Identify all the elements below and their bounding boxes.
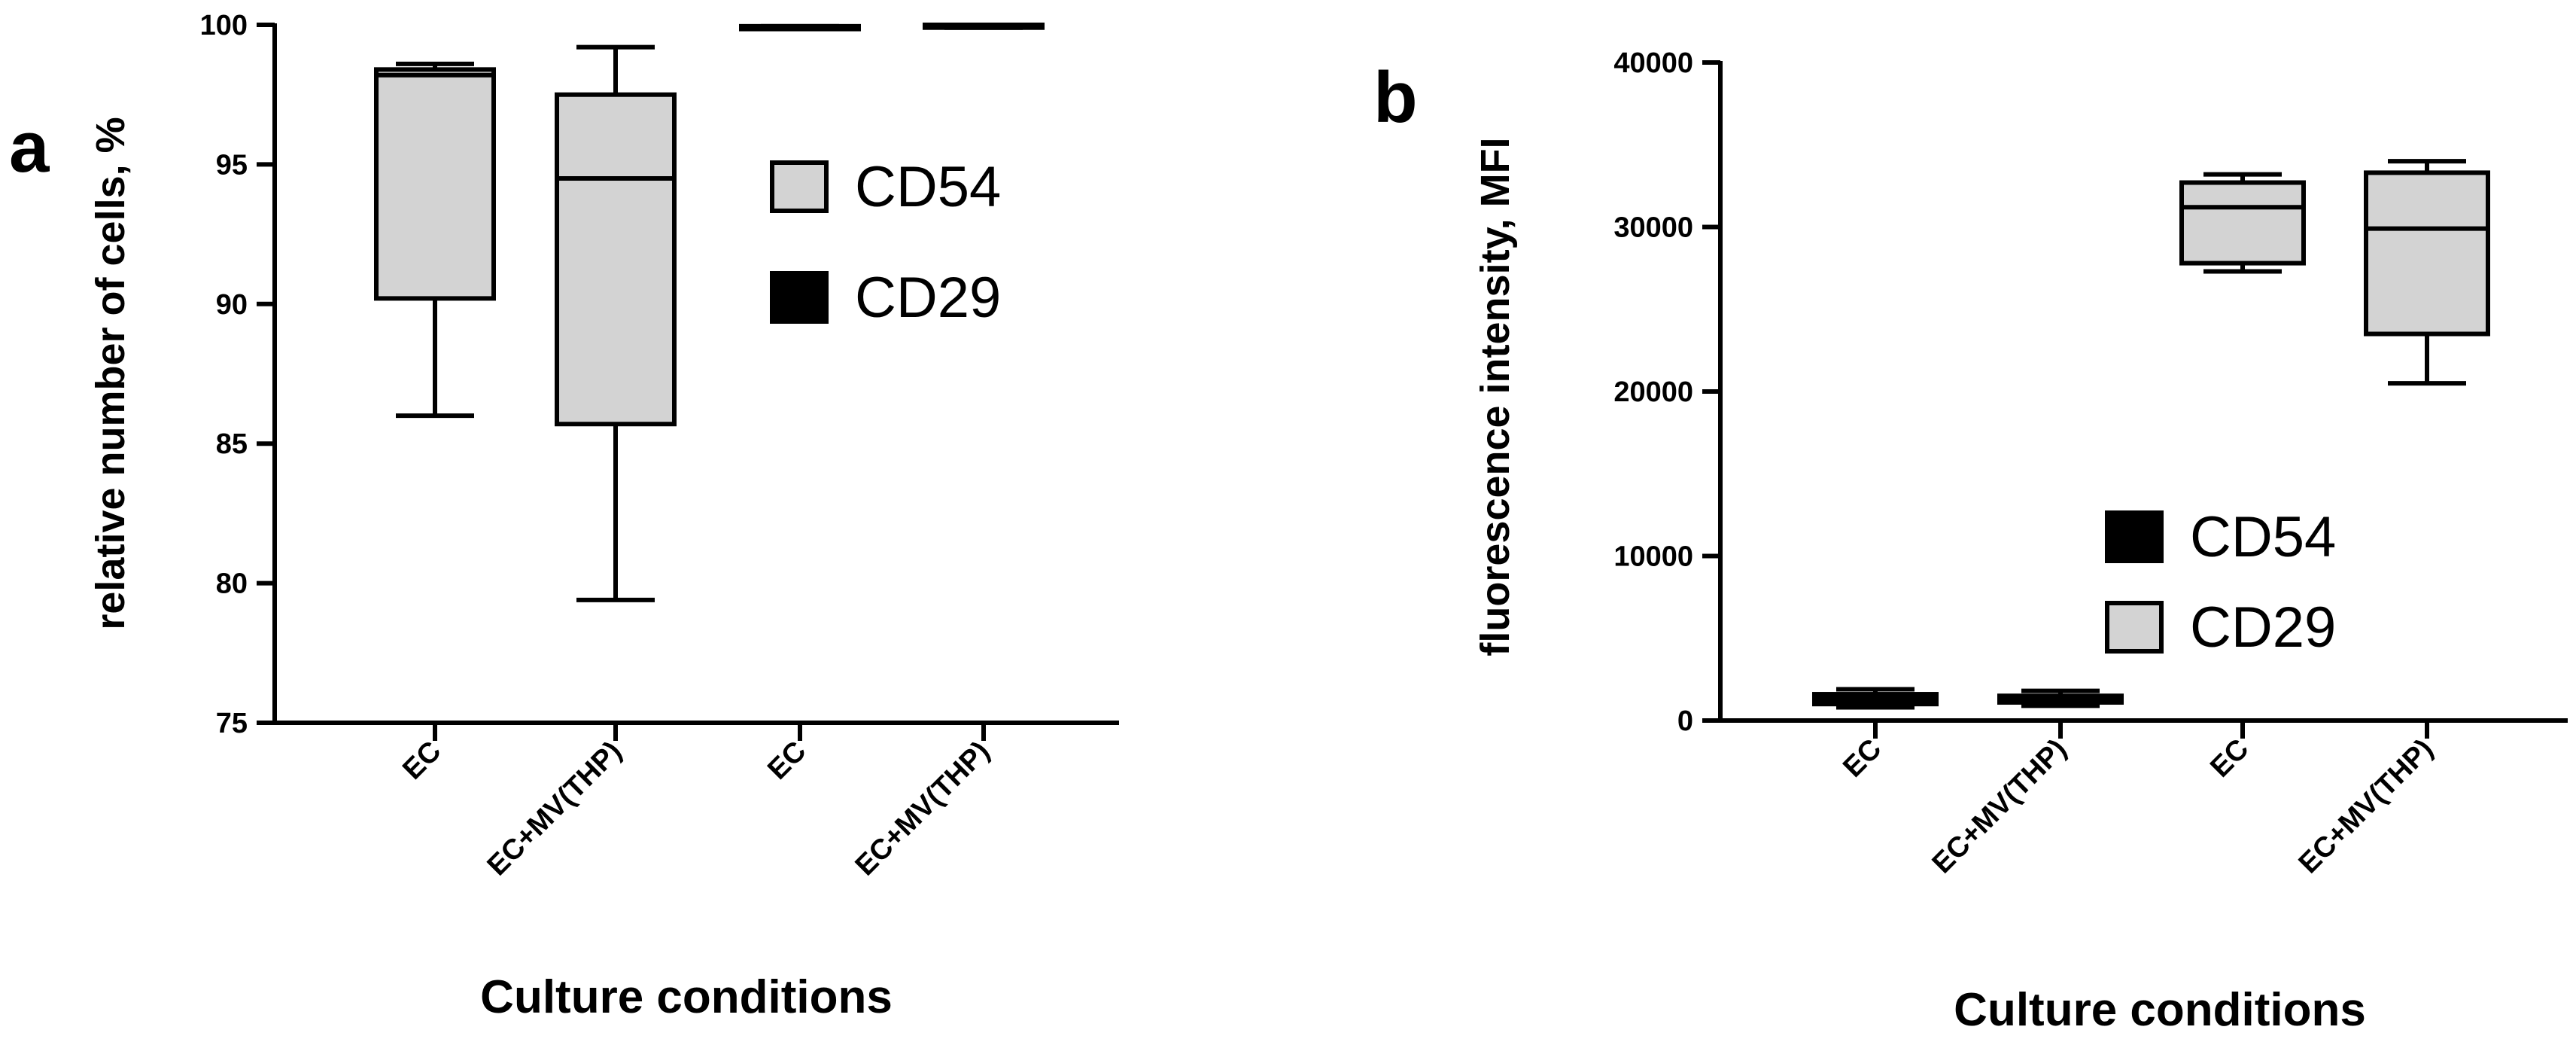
panel-b: b 0 10000 20000 30000 40000 EC EC+MV(THP) EC EC+M… [1373, 47, 2568, 1036]
box-body [555, 92, 677, 427]
y-tick-label: 40000 [1613, 47, 1693, 79]
y-axis-title: relative number of cells, % [88, 117, 133, 629]
y-tick-label: 85 [216, 428, 248, 460]
box-body [374, 67, 496, 301]
legend-swatch-cd54 [2105, 510, 2164, 563]
y-tick-label: 100 [200, 10, 248, 41]
legend-label-cd29: CD29 [855, 266, 1001, 330]
x-tick-label: EC [397, 736, 447, 786]
panel-label: b [1373, 57, 1418, 138]
legend-label-cd54: CD54 [2190, 505, 2336, 569]
box-cd29-2 [739, 23, 861, 32]
box-cd54-1 [1997, 688, 2124, 708]
x-axis-title: Culture conditions [480, 971, 893, 1023]
panel-label: a [9, 107, 50, 187]
y-axis-title: fluorescence intensity, MFI [1473, 137, 1518, 656]
x-tick-label: EC [762, 736, 812, 786]
box-cd54-0 [374, 61, 496, 419]
box-cd54-0 [1812, 687, 1939, 710]
y-tick-label: 30000 [1613, 212, 1693, 244]
legend-swatch-cd54 [770, 160, 829, 213]
box-body [2364, 170, 2490, 337]
box-cd54-1 [555, 44, 677, 602]
box-cd29-2 [2179, 172, 2306, 274]
legend-swatch-cd29 [2105, 601, 2164, 654]
x-tick-label: EC [1837, 733, 1887, 784]
y-tick-label: 95 [216, 149, 248, 181]
x-tick-label: EC+MV(THP) [482, 736, 628, 882]
y-tick-label: 75 [216, 708, 248, 739]
y-tick-label: 80 [216, 568, 248, 600]
box-cd29-3 [923, 23, 1045, 30]
x-tick-label: EC+MV(THP) [850, 736, 996, 882]
box-body [2179, 180, 2306, 266]
legend-swatch-cd29 [770, 271, 829, 324]
y-tick-label: 20000 [1613, 376, 1693, 408]
x-tick-label: EC+MV(THP) [2293, 733, 2440, 880]
panel-a: a 75 80 85 90 95 100 EC EC+MV(THP) EC EC+MV(THP) re… [9, 10, 1119, 1023]
y-tick-label: 90 [216, 289, 248, 321]
x-tick-label: EC [2204, 733, 2255, 784]
y-tick-label: 0 [1677, 705, 1693, 737]
x-tick-label: EC+MV(THP) [1927, 733, 2073, 880]
legend-label-cd29: CD29 [2190, 596, 2336, 660]
box-cd29-3 [2364, 159, 2490, 386]
legend-label-cd54: CD54 [855, 155, 1001, 219]
x-axis-title: Culture conditions [1954, 984, 2366, 1036]
y-tick-label: 10000 [1613, 541, 1693, 573]
